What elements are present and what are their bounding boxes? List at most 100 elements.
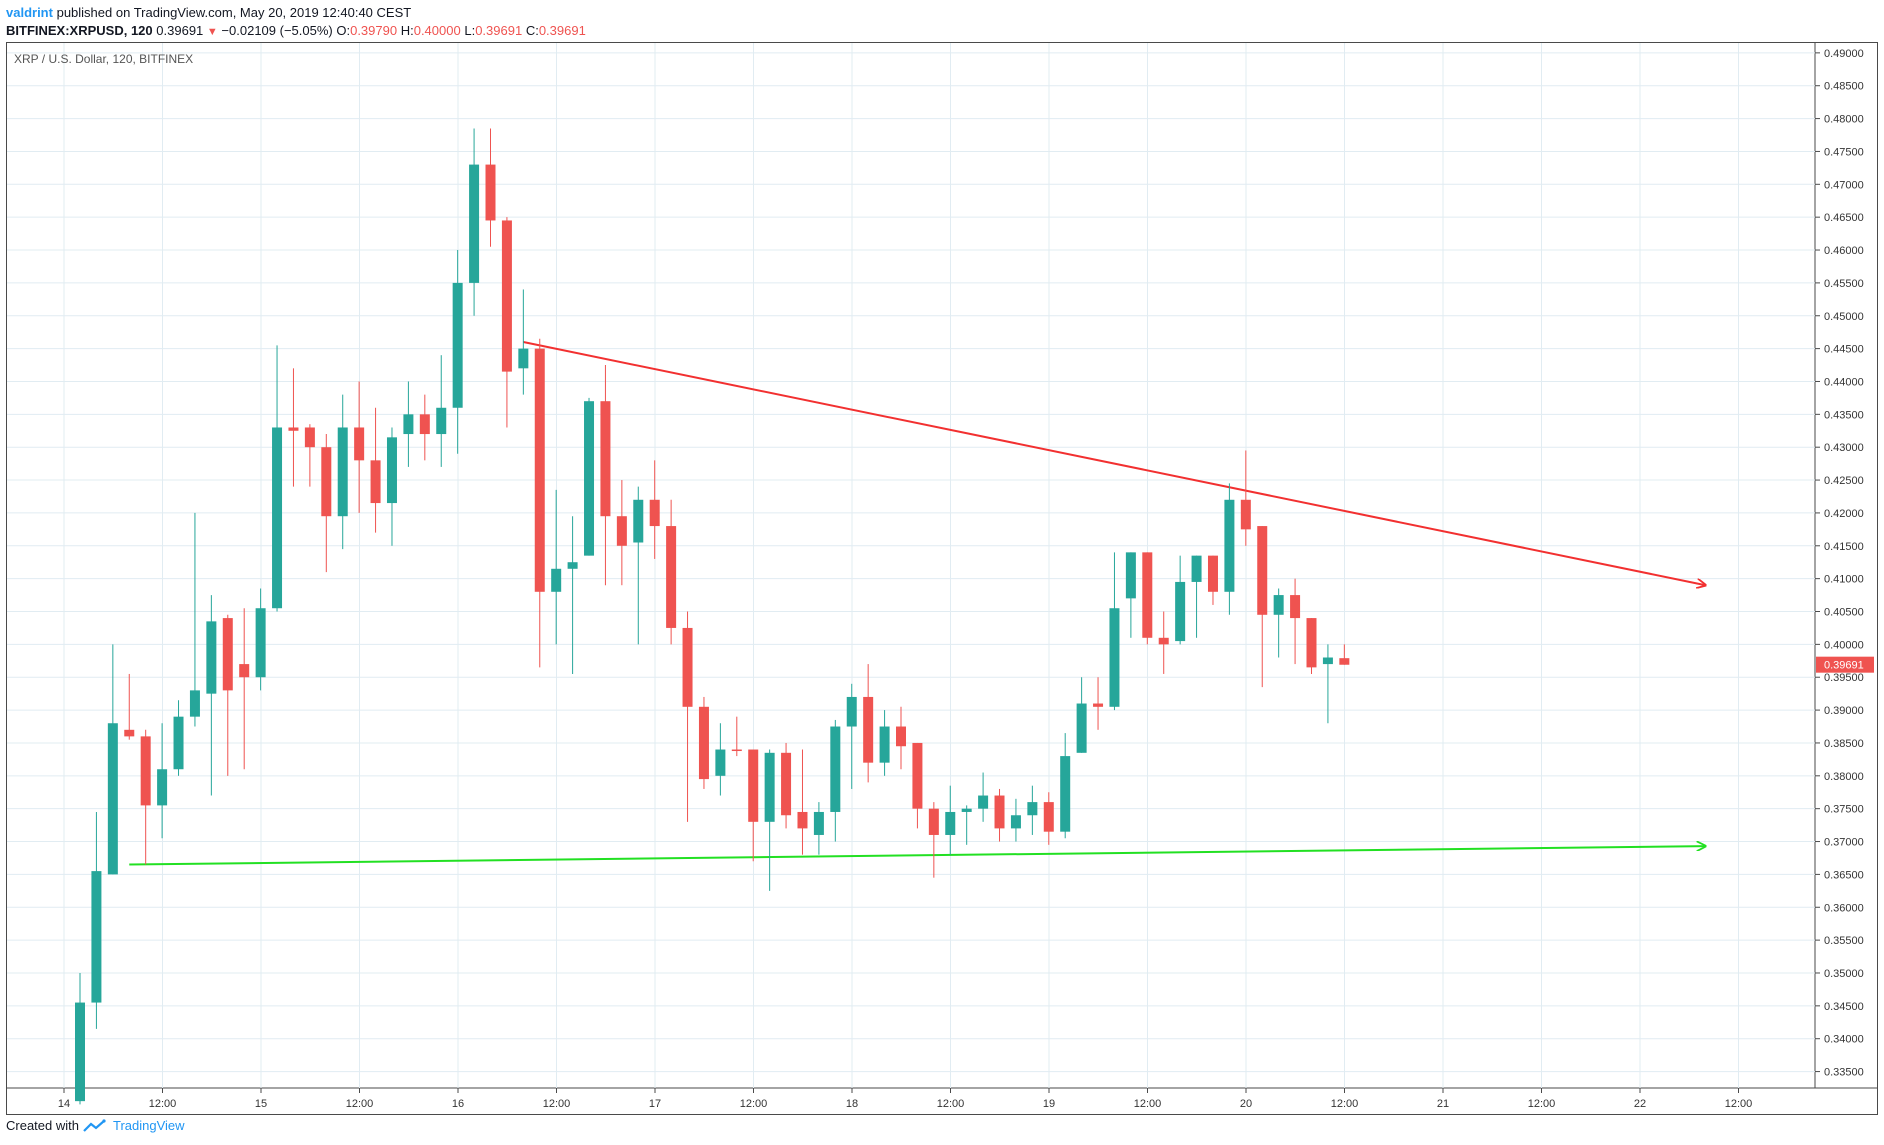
- publish-line: valdrint published on TradingView.com, M…: [6, 4, 586, 22]
- candle-down[interactable]: [863, 664, 874, 783]
- candle-down[interactable]: [239, 608, 250, 770]
- candle-up[interactable]: [337, 394, 348, 550]
- candle-body: [994, 795, 1005, 829]
- candle-down[interactable]: [1093, 677, 1104, 730]
- candle-down[interactable]: [616, 480, 627, 586]
- candle-down[interactable]: [321, 434, 332, 573]
- candle-up[interactable]: [715, 723, 726, 796]
- candle-up[interactable]: [1010, 798, 1021, 842]
- candle-up[interactable]: [1076, 677, 1087, 753]
- candle-down[interactable]: [288, 368, 299, 487]
- candle-body: [1322, 657, 1333, 665]
- candle-up[interactable]: [584, 397, 595, 556]
- author-link[interactable]: valdrint: [6, 5, 53, 20]
- candle-up[interactable]: [452, 250, 463, 454]
- candle-down[interactable]: [928, 802, 939, 878]
- candle-down[interactable]: [600, 365, 611, 586]
- candle-down[interactable]: [304, 424, 315, 487]
- candle-down[interactable]: [797, 749, 808, 855]
- price-tick-label: 0.48500: [1824, 81, 1864, 93]
- candle-up[interactable]: [978, 772, 989, 822]
- candle-up[interactable]: [567, 516, 578, 674]
- candle-up[interactable]: [107, 644, 118, 875]
- candle-down[interactable]: [534, 338, 545, 668]
- candle-up[interactable]: [830, 719, 841, 842]
- candle-up[interactable]: [403, 381, 414, 467]
- candle-up[interactable]: [1060, 733, 1071, 839]
- candle-up[interactable]: [945, 785, 956, 855]
- candle-up[interactable]: [1224, 483, 1235, 615]
- price-tick-label: 0.49000: [1824, 48, 1864, 60]
- candle-up[interactable]: [518, 289, 529, 395]
- candle-up[interactable]: [1322, 644, 1333, 724]
- candle-up[interactable]: [75, 972, 85, 1105]
- candle-down[interactable]: [485, 128, 496, 247]
- candle-up[interactable]: [1109, 552, 1120, 711]
- candle-up[interactable]: [173, 700, 184, 776]
- candle-up[interactable]: [255, 588, 266, 691]
- candle-down[interactable]: [1043, 792, 1054, 845]
- candle-down[interactable]: [666, 499, 677, 645]
- candle-up[interactable]: [1175, 555, 1186, 645]
- candle-up[interactable]: [436, 355, 447, 467]
- candle-body: [1257, 526, 1268, 615]
- candle-body: [1339, 658, 1350, 665]
- candle-down[interactable]: [419, 394, 430, 461]
- price-tick-label: 0.43000: [1824, 442, 1864, 454]
- candle-up[interactable]: [764, 749, 775, 891]
- candle-up[interactable]: [272, 345, 283, 612]
- resistance-trendline[interactable]: [523, 341, 1705, 585]
- candle-body: [649, 499, 660, 527]
- candle-down[interactable]: [1339, 644, 1350, 665]
- candle-down[interactable]: [682, 611, 693, 822]
- ohlc-line: BITFINEX:XRPUSD, 120 0.39691 ▼ −0.02109 …: [6, 22, 586, 41]
- candle-up[interactable]: [1273, 588, 1284, 658]
- candle-down[interactable]: [731, 716, 742, 757]
- candle-up[interactable]: [813, 802, 824, 855]
- candle-down[interactable]: [1257, 526, 1268, 688]
- candle-down[interactable]: [1158, 611, 1169, 674]
- candle-up[interactable]: [157, 723, 168, 839]
- support-trendline[interactable]: [129, 846, 1705, 866]
- candle-up[interactable]: [189, 512, 200, 727]
- candle-down[interactable]: [140, 729, 151, 865]
- candle-down[interactable]: [1240, 450, 1251, 546]
- candle-body: [1142, 552, 1153, 638]
- candle-down[interactable]: [748, 749, 759, 862]
- candle-up[interactable]: [633, 486, 644, 645]
- candle-up[interactable]: [551, 489, 562, 645]
- candle-down[interactable]: [501, 217, 512, 428]
- candle-up[interactable]: [1125, 552, 1136, 638]
- candle-up[interactable]: [846, 683, 857, 789]
- candle-down[interactable]: [649, 460, 660, 559]
- time-tick-label: 20: [1240, 1098, 1252, 1110]
- candle-up[interactable]: [961, 805, 972, 845]
- candle-up[interactable]: [386, 427, 397, 546]
- candle-up[interactable]: [879, 710, 890, 776]
- candle-down[interactable]: [222, 614, 233, 776]
- price-tick-label: 0.34000: [1824, 1034, 1864, 1046]
- candle-up[interactable]: [469, 128, 480, 316]
- candle-up[interactable]: [91, 811, 102, 1029]
- candle-up[interactable]: [1191, 555, 1202, 638]
- candle-down[interactable]: [1207, 555, 1218, 605]
- candle-down[interactable]: [781, 742, 792, 829]
- candle-down[interactable]: [1290, 578, 1301, 665]
- candle-down[interactable]: [354, 381, 365, 513]
- candle-up[interactable]: [206, 595, 217, 796]
- candle-down[interactable]: [912, 742, 923, 829]
- candle-up[interactable]: [1027, 785, 1038, 835]
- candle-down[interactable]: [370, 407, 381, 533]
- published-text: published on TradingView.com, May 20, 20…: [56, 5, 412, 20]
- candle-down[interactable]: [1142, 552, 1153, 645]
- candle-down[interactable]: [698, 696, 709, 789]
- tradingview-brand[interactable]: TradingView: [112, 1118, 185, 1133]
- candle-body: [666, 526, 677, 628]
- price-tick-label: 0.37500: [1824, 804, 1864, 816]
- candle-down[interactable]: [124, 673, 135, 740]
- candle-down[interactable]: [994, 788, 1005, 842]
- candle-body: [452, 282, 463, 408]
- candle-down[interactable]: [896, 706, 906, 770]
- candle-down[interactable]: [1306, 618, 1317, 674]
